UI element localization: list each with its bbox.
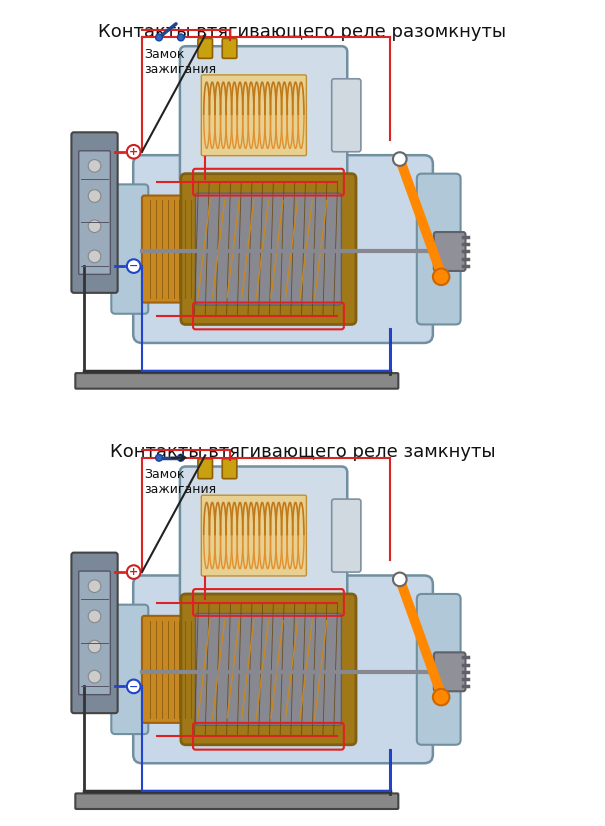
FancyBboxPatch shape — [71, 132, 117, 293]
FancyBboxPatch shape — [133, 576, 433, 763]
FancyBboxPatch shape — [111, 605, 148, 734]
Circle shape — [433, 268, 450, 285]
Text: +: + — [129, 567, 139, 577]
Text: −: − — [126, 257, 140, 275]
Circle shape — [88, 610, 101, 623]
Circle shape — [88, 190, 101, 202]
FancyBboxPatch shape — [201, 496, 306, 576]
FancyBboxPatch shape — [180, 467, 347, 605]
Text: Замок
зажигания: Замок зажигания — [145, 468, 217, 496]
Circle shape — [88, 220, 101, 233]
FancyBboxPatch shape — [133, 155, 433, 343]
FancyBboxPatch shape — [181, 594, 356, 745]
FancyBboxPatch shape — [434, 232, 465, 271]
Circle shape — [155, 454, 162, 461]
Circle shape — [127, 565, 140, 579]
Text: Контакты втягивающего реле замкнуты: Контакты втягивающего реле замкнуты — [110, 444, 495, 461]
Text: +: + — [129, 147, 139, 157]
Circle shape — [393, 572, 407, 586]
Circle shape — [88, 640, 101, 653]
Text: +: + — [126, 143, 140, 161]
FancyBboxPatch shape — [222, 458, 237, 479]
Circle shape — [155, 34, 162, 40]
FancyBboxPatch shape — [222, 39, 237, 59]
FancyBboxPatch shape — [417, 173, 460, 325]
FancyBboxPatch shape — [195, 193, 341, 305]
Circle shape — [88, 250, 101, 263]
Text: −: − — [129, 261, 139, 271]
FancyBboxPatch shape — [79, 571, 110, 695]
FancyBboxPatch shape — [198, 458, 212, 479]
Circle shape — [88, 159, 101, 172]
FancyBboxPatch shape — [332, 78, 361, 152]
Circle shape — [177, 454, 185, 461]
FancyBboxPatch shape — [180, 46, 347, 184]
Circle shape — [127, 259, 140, 273]
FancyBboxPatch shape — [111, 184, 148, 314]
Text: Контакты втягивающего реле разомкнуты: Контакты втягивающего реле разомкнуты — [99, 23, 506, 40]
Text: −: − — [126, 677, 140, 695]
FancyBboxPatch shape — [434, 653, 465, 691]
FancyBboxPatch shape — [75, 794, 398, 809]
Circle shape — [127, 680, 140, 693]
Circle shape — [393, 152, 407, 166]
FancyBboxPatch shape — [75, 373, 398, 389]
Text: +: + — [126, 563, 140, 581]
FancyBboxPatch shape — [201, 75, 306, 155]
FancyBboxPatch shape — [79, 151, 110, 274]
Circle shape — [127, 145, 140, 159]
FancyBboxPatch shape — [71, 553, 117, 713]
FancyBboxPatch shape — [142, 196, 205, 302]
FancyBboxPatch shape — [181, 173, 356, 325]
Text: Замок
зажигания: Замок зажигания — [145, 48, 217, 76]
Circle shape — [88, 580, 101, 592]
FancyBboxPatch shape — [332, 499, 361, 572]
Text: −: − — [129, 681, 139, 691]
FancyBboxPatch shape — [198, 39, 212, 59]
FancyBboxPatch shape — [195, 614, 341, 725]
Circle shape — [433, 689, 450, 705]
FancyBboxPatch shape — [417, 594, 460, 745]
FancyBboxPatch shape — [142, 616, 205, 723]
Circle shape — [88, 671, 101, 683]
Circle shape — [177, 34, 185, 40]
